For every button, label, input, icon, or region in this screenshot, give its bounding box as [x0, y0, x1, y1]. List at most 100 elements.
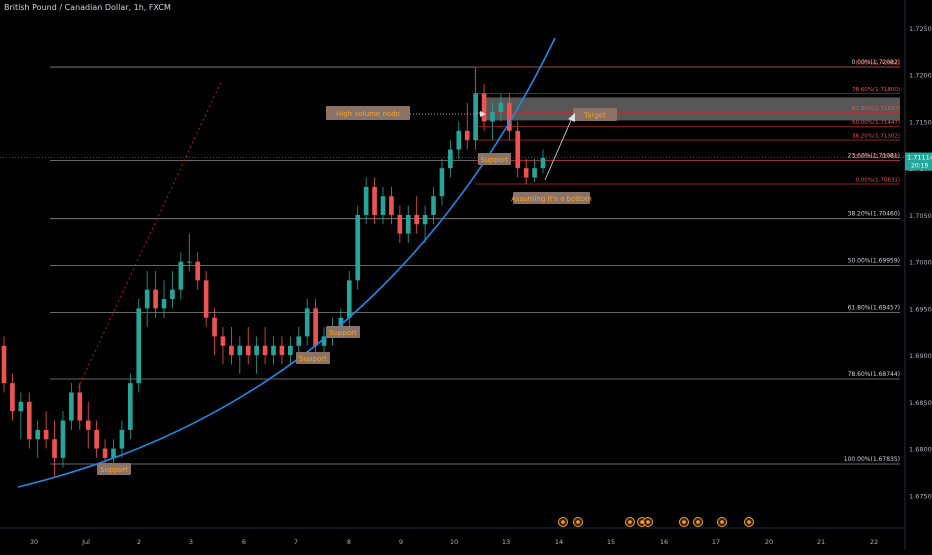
target-arrow-line [544, 117, 573, 181]
time-tick-4: 6 [242, 538, 246, 546]
candle-body-25 [212, 317, 217, 337]
candle-body-41 [346, 280, 352, 318]
time-tick-11: 15 [607, 538, 615, 546]
annotation-box-0 [326, 106, 410, 120]
candle-body-53 [448, 149, 453, 169]
event-dot-2 [628, 520, 632, 524]
short-fib-label-5: 23.60%(1.71080) [852, 154, 900, 160]
candle-body-5 [43, 429, 49, 440]
candle-body-11 [94, 429, 99, 449]
price-tick-8: 1.71500 [909, 118, 932, 126]
candle-body-34 [288, 345, 293, 356]
candle-body-62 [523, 168, 529, 178]
candle-body-6 [52, 439, 57, 458]
candle-body-20 [170, 289, 175, 300]
candle-body-21 [178, 261, 184, 290]
annotation-box-1 [573, 108, 617, 121]
time-tick-3: 3 [189, 538, 193, 546]
candle-body-51 [431, 196, 436, 215]
candle-body-54 [456, 130, 462, 150]
fib-label-4: 61.80%(1.69457) [848, 304, 900, 311]
candle-body-4 [35, 429, 41, 440]
annotation-box-5 [296, 352, 330, 364]
candle-body-24 [203, 280, 209, 318]
fib-retracement-short: 0.00%(1.72082) 78.60%(1.71800) 61.80%(1.71… [474, 61, 900, 185]
candle-body-26 [220, 336, 226, 346]
target-zone [485, 97, 900, 121]
price-tick-5: 1.70000 [909, 259, 932, 267]
price-tick-6: 1.70500 [909, 212, 932, 220]
current-price-tag [905, 152, 932, 171]
short-fib-label-1: 78.60%(1.71800) [852, 87, 900, 93]
candle-body-36 [304, 308, 310, 337]
current-price-value: 1.71114 [907, 154, 932, 162]
candle-body-55 [464, 130, 470, 141]
time-tick-2: 2 [137, 538, 141, 546]
fib-label-2: 38.20%(1.70460) [848, 211, 900, 218]
candle-body-15 [128, 383, 133, 430]
annotation-box-2 [478, 153, 511, 165]
time-tick-6: 8 [347, 538, 351, 546]
candle-body-32 [271, 345, 276, 356]
candle-body-12 [102, 448, 108, 458]
candle-body-61 [515, 130, 521, 169]
candle-body-22 [186, 261, 192, 263]
candle-body-56 [473, 93, 478, 141]
event-dot-3 [640, 520, 644, 524]
candle-body-0 [1, 345, 7, 384]
candle-body-31 [262, 345, 268, 356]
annotation-label-2: Support [481, 156, 509, 164]
price-tick-2: 1.68500 [909, 399, 932, 407]
candle-body-14 [119, 429, 125, 449]
candle-body-47 [397, 214, 403, 234]
annotation-label-1: Target [583, 112, 606, 120]
candle-body-52 [439, 168, 445, 197]
price-tick-1: 1.68000 [909, 446, 932, 454]
target-arrow-head [568, 113, 575, 122]
candle-body-18 [153, 289, 158, 309]
short-fib-label-2: 61.80%(1.71597) [852, 106, 900, 112]
time-tick-7: 9 [399, 538, 403, 546]
time-tick-1: Jul [81, 538, 90, 546]
annotation-box-6 [97, 463, 131, 475]
time-tick-14: 20 [765, 538, 773, 546]
fib-label-6: 100.00%(1.67835) [844, 456, 900, 463]
event-dot-1 [576, 520, 580, 524]
candle-body-43 [363, 186, 369, 215]
time-tick-9: 13 [502, 538, 510, 546]
candle-body-35 [296, 336, 302, 346]
candle-body-27 [229, 345, 234, 356]
candle-body-57 [481, 93, 487, 122]
time-tick-0: 30 [30, 538, 38, 546]
candle-body-17 [144, 289, 150, 309]
candle-body-40 [338, 317, 344, 328]
candle-body-42 [355, 214, 361, 281]
price-tick-3: 1.69000 [909, 352, 932, 360]
chart-title: British Pound / Canadian Dollar, 1h, FXC… [4, 3, 171, 12]
event-dot-5 [682, 520, 686, 524]
candle-body-1 [10, 383, 15, 412]
fib-label-5: 78.60%(1.68744) [848, 371, 900, 378]
candle-body-38 [321, 336, 327, 346]
candle-body-13 [111, 448, 116, 458]
candle-body-49 [414, 214, 419, 225]
candle-body-33 [279, 345, 285, 356]
time-tick-10: 14 [555, 538, 563, 546]
candle-body-64 [540, 157, 546, 169]
event-dot-4 [646, 520, 650, 524]
trend-projection [77, 79, 223, 389]
candle-body-50 [422, 214, 428, 225]
hvn-arrow-head [480, 111, 486, 117]
time-tick-8: 10 [450, 538, 458, 546]
candles [1, 67, 546, 477]
candle-body-60 [506, 102, 512, 131]
annotation-box-4 [326, 326, 360, 338]
short-fib-label-3: 50.00%(1.71447) [852, 120, 900, 126]
time-tick-12: 16 [660, 538, 668, 546]
annotation-label-6: Support [100, 466, 128, 474]
time-tick-13: 17 [712, 538, 720, 546]
short-fib-label-0: 0.00%(1.72082) [855, 61, 900, 67]
